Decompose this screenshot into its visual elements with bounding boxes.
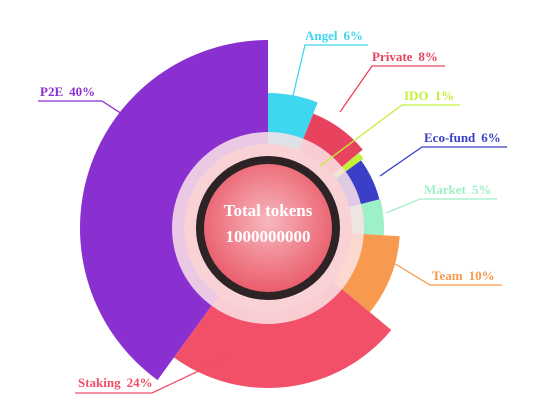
- segment-value: 10%: [469, 268, 495, 283]
- segment-value: 1%: [435, 88, 455, 103]
- segment-name: Team: [432, 268, 463, 283]
- segment-label: Staking 24%: [78, 375, 153, 390]
- segment-value: 5%: [472, 182, 492, 197]
- segment-name: Staking: [78, 375, 121, 390]
- leader-line: [391, 261, 502, 286]
- leader-line: [379, 146, 507, 177]
- center-label: Total tokens: [224, 201, 313, 220]
- segment-value: 6%: [344, 28, 364, 43]
- segment-label: Team 10%: [432, 268, 495, 283]
- segment-name: IDO: [404, 88, 429, 103]
- segment-label: P2E 40%: [40, 84, 95, 99]
- segment-label: IDO 1%: [404, 88, 454, 103]
- leader-line: [75, 357, 227, 394]
- segment-name: Eco-fund: [424, 130, 476, 145]
- center-disc: [196, 156, 340, 300]
- leader-line: [339, 65, 445, 113]
- segment-value: 40%: [69, 84, 95, 99]
- segment-name: Market: [424, 182, 467, 197]
- segment-label: Eco-fund 6%: [424, 130, 501, 145]
- segment-label: Private 8%: [372, 49, 438, 64]
- segment-name: Angel: [305, 28, 338, 43]
- segment-label: Angel 6%: [305, 28, 363, 43]
- segment-label: Market 5%: [424, 182, 491, 197]
- leader-line: [385, 198, 497, 214]
- segment-name: Private: [372, 49, 413, 64]
- leader-line: [319, 104, 460, 167]
- segment-value: 8%: [418, 49, 438, 64]
- segment-name: P2E: [40, 84, 63, 99]
- leader-line: [38, 100, 151, 133]
- segment-value: 6%: [481, 130, 501, 145]
- segment-value: 24%: [127, 375, 153, 390]
- center-total: 1000000000: [226, 227, 311, 246]
- leader-line: [291, 44, 368, 101]
